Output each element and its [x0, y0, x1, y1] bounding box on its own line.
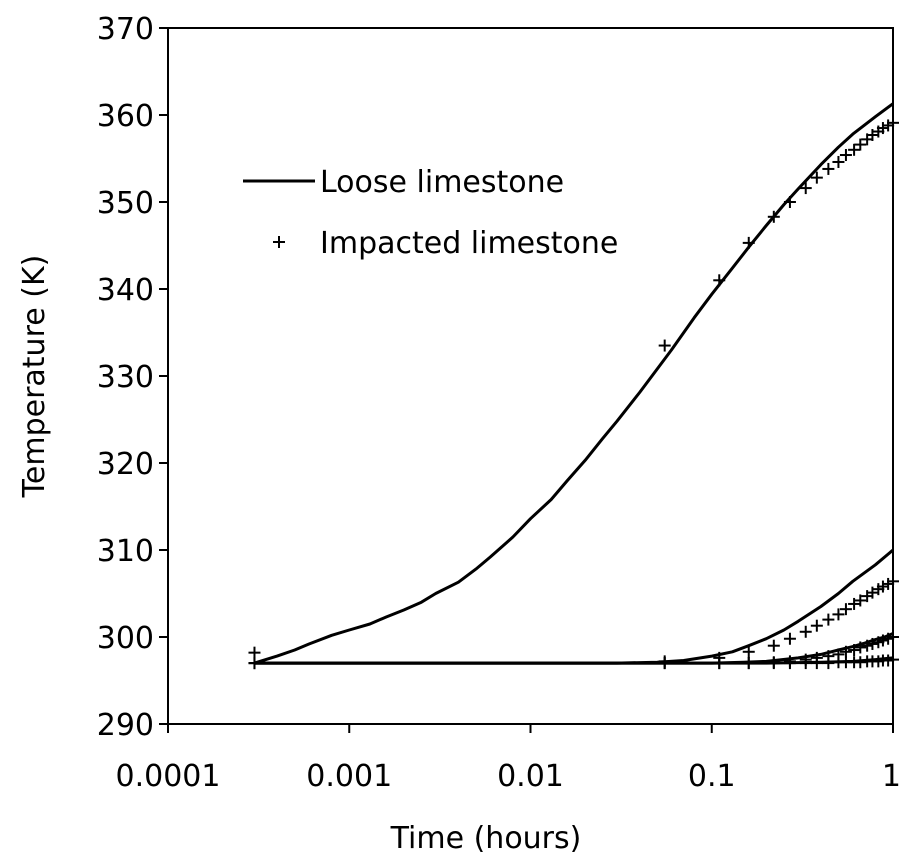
y-tick-label: 350 — [97, 186, 154, 221]
data-point-impacted — [887, 575, 899, 588]
data-point-impacted — [742, 657, 755, 670]
data-point-impacted — [854, 594, 867, 607]
y-tick-label: 320 — [97, 447, 154, 482]
data-point-impacted — [810, 171, 823, 184]
data-point-impacted — [822, 657, 835, 670]
data-point-impacted — [799, 625, 812, 638]
x-tick-label: 0.01 — [497, 759, 564, 794]
y-tick-label: 330 — [97, 360, 154, 395]
x-tick-label: 0.0001 — [116, 759, 221, 794]
data-point-impacted — [783, 632, 796, 645]
x-tick-label: 0.1 — [688, 759, 736, 794]
data-point-impacted — [822, 613, 835, 626]
data-point-impacted — [783, 657, 796, 670]
data-point-impacted — [832, 155, 845, 168]
data-point-impacted — [887, 653, 899, 666]
data-point-impacted — [742, 645, 755, 658]
data-point-impacted — [887, 631, 899, 643]
y-axis-ticks: 290 300 310 320 330 340 350 360 370 — [97, 12, 168, 743]
data-point-impacted — [713, 274, 726, 287]
legend-label-impacted: Impacted limestone — [320, 226, 618, 261]
data-point-impacted — [822, 162, 835, 175]
data-point-impacted — [839, 149, 852, 162]
y-tick-label: 310 — [97, 534, 154, 569]
data-point-impacted — [742, 236, 755, 249]
series-line-loose-2 — [254, 632, 894, 665]
data-point-impacted — [799, 182, 812, 195]
data-point-impacted — [876, 634, 889, 647]
x-axis-title: Time (hours) — [390, 821, 582, 856]
series-markers — [248, 116, 899, 670]
data-point-impacted — [658, 657, 671, 670]
data-point-impacted — [848, 644, 861, 657]
data-point-impacted — [783, 196, 796, 208]
y-tick-label: 300 — [97, 621, 154, 656]
data-point-impacted — [799, 657, 812, 670]
y-tick-label: 370 — [97, 12, 154, 47]
y-axis-title: Temperature (K) — [17, 255, 52, 499]
data-point-impacted — [861, 639, 874, 652]
data-point-impacted — [810, 619, 823, 632]
y-tick-label: 340 — [97, 273, 154, 308]
x-axis-ticks: 0.0001 0.001 0.01 0.1 1 — [116, 724, 901, 794]
data-point-impacted — [876, 122, 889, 135]
data-point-impacted — [248, 646, 261, 659]
legend: Loose limestone Impacted limestone — [243, 165, 618, 261]
data-point-impacted — [866, 637, 879, 650]
data-point-impacted — [658, 339, 671, 352]
x-tick-label: 1 — [882, 759, 901, 794]
x-tick-label: 0.001 — [306, 759, 392, 794]
data-point-impacted — [832, 608, 845, 621]
data-point-impacted — [854, 138, 867, 151]
data-point-impacted — [810, 657, 823, 670]
data-point-impacted — [767, 639, 780, 652]
y-tick-label: 290 — [97, 708, 154, 743]
legend-label-loose: Loose limestone — [320, 165, 564, 200]
y-tick-label: 360 — [97, 99, 154, 134]
legend-plus-marker — [273, 236, 285, 248]
data-point-impacted — [839, 603, 852, 616]
data-point-impacted — [848, 597, 861, 610]
data-point-impacted — [876, 580, 889, 593]
data-point-impacted — [848, 143, 861, 156]
data-point-impacted — [713, 657, 726, 670]
data-point-impacted — [767, 210, 780, 223]
data-point-impacted — [248, 657, 261, 670]
series-line-loose-1 — [254, 548, 894, 665]
plot-area-frame — [167, 27, 894, 725]
data-point-impacted — [767, 657, 780, 670]
data-point-impacted — [839, 645, 852, 658]
data-point-impacted — [887, 116, 899, 129]
data-point-impacted — [854, 641, 867, 654]
